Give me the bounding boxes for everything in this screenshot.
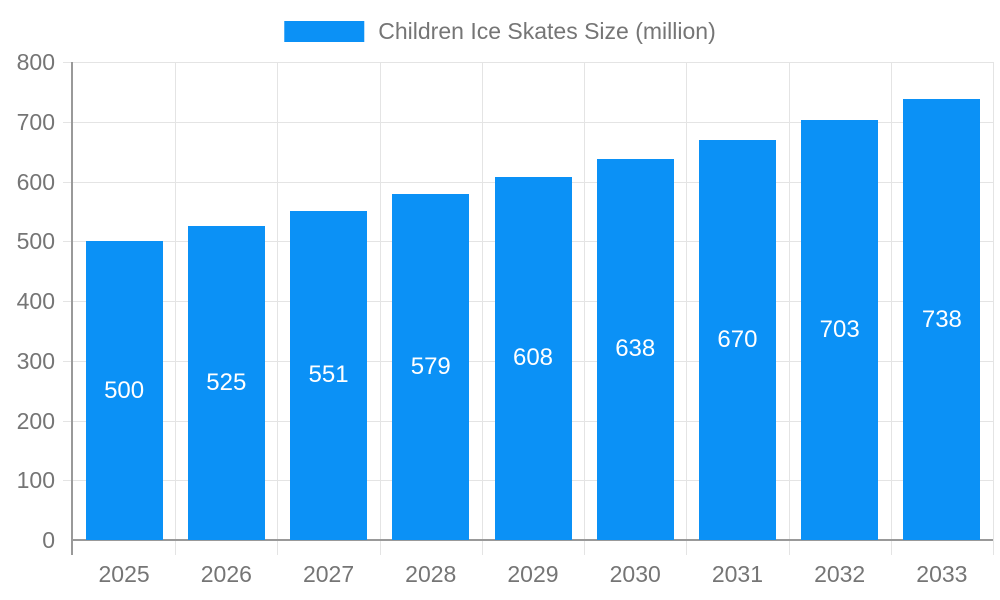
legend-label: Children Ice Skates Size (million)	[378, 18, 716, 44]
bar-value-label: 638	[615, 335, 656, 363]
bar: 608	[494, 176, 572, 540]
bar: 670	[698, 139, 776, 540]
bar-value-label: 500	[104, 376, 145, 404]
bar-value-label: 579	[410, 353, 451, 381]
v-gridline	[481, 62, 483, 555]
plot-area: 0 100 200 300 400 500 600 700 800 2025 500 2026 525 2…	[17, 49, 994, 587]
h-gridline	[63, 121, 993, 123]
x-tick-label: 2030	[609, 561, 661, 587]
x-tick-label: 2031	[711, 561, 764, 587]
bar-value-label: 738	[921, 305, 962, 333]
y-axis-line	[71, 62, 73, 555]
v-gridline	[993, 62, 994, 555]
bar: 525	[187, 226, 265, 540]
bar-value-label: 608	[512, 344, 554, 372]
v-gridline	[890, 62, 892, 555]
v-gridline	[175, 62, 177, 555]
y-tick-label: 300	[16, 347, 55, 374]
h-gridline	[63, 62, 993, 63]
v-gridline	[379, 62, 381, 555]
bar-value-label: 670	[717, 325, 758, 353]
y-tick-label: 600	[16, 168, 55, 195]
y-tick-label: 0	[42, 527, 55, 553]
v-gridline	[584, 62, 586, 555]
y-tick-label: 800	[16, 49, 55, 75]
y-tick-label: 500	[16, 228, 55, 255]
bar: 551	[290, 210, 368, 540]
y-tick-label: 400	[16, 288, 55, 314]
v-gridline	[277, 62, 279, 555]
x-tick-label: 2027	[302, 561, 355, 587]
v-gridline	[788, 62, 790, 555]
bar-value-label: 551	[308, 361, 349, 389]
x-tick-label: 2032	[814, 561, 866, 587]
x-tick-label: 2025	[98, 561, 150, 587]
y-tick-label: 200	[16, 407, 55, 434]
bar: 703	[801, 119, 879, 540]
x-axis-line	[73, 539, 993, 541]
x-tick-label: 2029	[507, 561, 559, 587]
bar: 579	[392, 194, 470, 540]
legend: Children Ice Skates Size (million)	[284, 18, 716, 45]
y-tick-label: 700	[16, 108, 55, 135]
bar-value-label: 525	[206, 369, 247, 397]
x-tick-label: 2028	[405, 561, 457, 587]
bar: 638	[596, 158, 674, 540]
x-tick-label: 2033	[916, 561, 968, 587]
legend-swatch	[284, 21, 365, 42]
bar: 738	[903, 99, 981, 540]
x-tick-label: 2026	[200, 561, 252, 587]
y-tick-label: 100	[16, 467, 55, 494]
bar: 500	[85, 241, 163, 540]
bar-value-label: 703	[819, 315, 860, 343]
v-gridline	[686, 62, 688, 555]
